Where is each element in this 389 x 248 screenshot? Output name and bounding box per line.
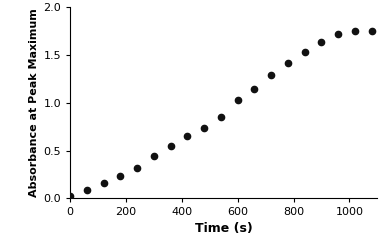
Point [369, 29, 375, 33]
Point [235, 98, 241, 102]
Point [301, 50, 308, 54]
Point [184, 134, 191, 138]
Point [251, 87, 258, 91]
Point [268, 73, 274, 77]
X-axis label: Time (s): Time (s) [195, 222, 252, 235]
Point [151, 155, 157, 158]
Point [84, 188, 90, 192]
Point [318, 40, 324, 44]
Y-axis label: Absorbance at Peak Maximum: Absorbance at Peak Maximum [29, 8, 39, 197]
Point [134, 166, 140, 170]
Point [335, 32, 341, 36]
Point [67, 194, 73, 198]
Point [285, 61, 291, 65]
Point [100, 181, 107, 185]
Point [201, 126, 207, 130]
Point [117, 174, 123, 178]
Point [168, 144, 174, 148]
Point [352, 29, 358, 33]
Point [218, 115, 224, 119]
